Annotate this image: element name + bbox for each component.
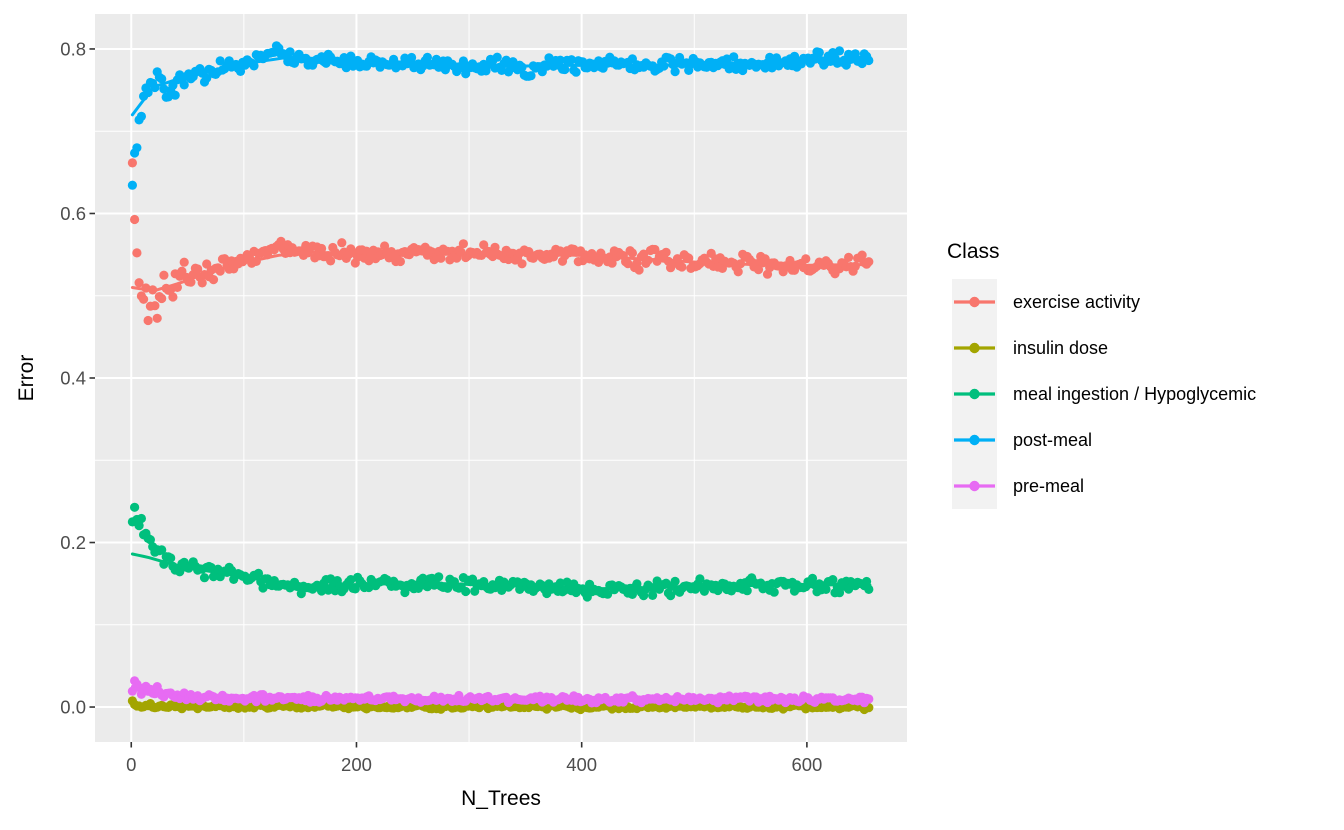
legend-items: exercise activity insulin dose meal ingest…: [952, 279, 1256, 509]
legend-key-icon: [952, 325, 997, 371]
series-points-post-meal: [127, 41, 874, 190]
legend-item-post-meal: post-meal: [952, 417, 1256, 463]
x-tick-label: 600: [791, 754, 822, 775]
series-points-pre-meal: [127, 676, 874, 708]
x-axis-title: N_Trees: [461, 787, 541, 810]
legend-key-icon: [952, 371, 997, 417]
legend-item-exercise-activity: exercise activity: [952, 279, 1256, 325]
x-tick-label: 0: [126, 754, 136, 775]
legend-item-meal-ingestion-hypoglycemic: meal ingestion / Hypoglycemic: [952, 371, 1256, 417]
legend-label: exercise activity: [1013, 291, 1141, 312]
y-axis-title: Error: [15, 354, 38, 402]
y-tick-label: 0.2: [60, 532, 86, 553]
legend: Class exercise activity insulin dose meal …: [947, 239, 1256, 509]
legend-label: pre-meal: [1013, 475, 1085, 496]
legend-label: post-meal: [1013, 429, 1093, 450]
y-tick-label: 0.4: [60, 368, 86, 389]
legend-label: meal ingestion / Hypoglycemic: [1013, 383, 1257, 404]
legend-item-pre-meal: pre-meal: [952, 463, 1256, 509]
legend-label: insulin dose: [1013, 337, 1109, 358]
axes: 0 200 400 600 0.0 0.2 0.4 0.6 0.8: [60, 38, 822, 775]
series-points-meal-ingestion-hypoglycemic: [127, 502, 874, 602]
legend-key-icon: [952, 417, 997, 463]
legend-title: Class: [947, 240, 1000, 263]
legend-key-icon: [952, 279, 997, 325]
legend-key-icon: [952, 463, 997, 509]
points-layer: [127, 41, 874, 715]
series-points-exercise-activity: [127, 158, 874, 326]
x-tick-label: 400: [566, 754, 597, 775]
legend-item-insulin-dose: insulin dose: [952, 325, 1256, 371]
y-tick-label: 0.8: [60, 38, 86, 59]
y-tick-label: 0.6: [60, 203, 86, 224]
y-tick-label: 0.0: [60, 697, 86, 718]
x-tick-label: 200: [341, 754, 372, 775]
